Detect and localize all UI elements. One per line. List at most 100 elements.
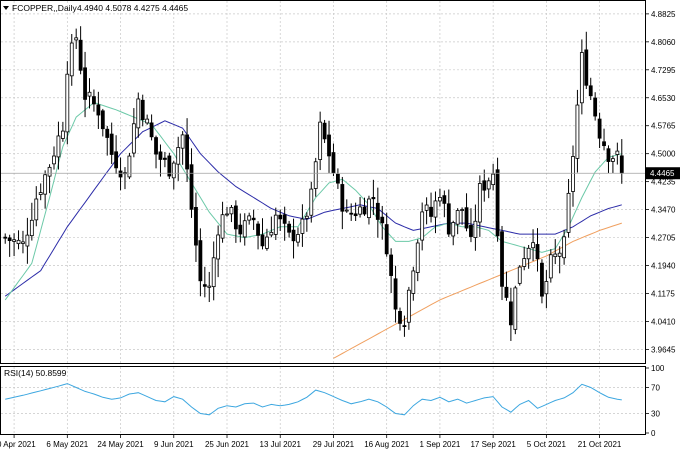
candle-down bbox=[335, 173, 340, 184]
candle-up bbox=[477, 183, 482, 223]
moving-averages bbox=[4, 101, 622, 359]
rsi-label: RSI(14) 50.8599 bbox=[4, 368, 67, 378]
time-tick-label: 21 Oct 2021 bbox=[578, 440, 622, 449]
candle-up bbox=[486, 180, 491, 190]
price-tick-label: 3.9645 bbox=[651, 345, 676, 354]
candle-up bbox=[87, 91, 92, 97]
candle-up bbox=[309, 188, 314, 216]
time-tick-label: 5 Oct 2021 bbox=[527, 440, 567, 449]
candle-up bbox=[12, 239, 16, 242]
candle-up bbox=[21, 241, 25, 244]
time-tick-label: 25 Jun 2021 bbox=[205, 440, 250, 449]
candle-up bbox=[406, 289, 411, 323]
candle-up bbox=[531, 242, 535, 249]
time-tick-label: 24 May 2021 bbox=[97, 440, 144, 449]
candle-down bbox=[602, 141, 606, 147]
candle-up bbox=[344, 209, 349, 212]
candle-down bbox=[593, 97, 598, 117]
candle-up bbox=[571, 156, 575, 192]
candle-down bbox=[500, 231, 504, 287]
price-tick-label: 4.5000 bbox=[651, 150, 676, 159]
candle-up bbox=[433, 200, 438, 218]
time-tick-label: 13 Jul 2021 bbox=[260, 440, 302, 449]
candle-up bbox=[242, 220, 247, 238]
candle-down bbox=[202, 284, 207, 287]
candle-down bbox=[349, 212, 354, 215]
candle-up bbox=[171, 162, 176, 179]
main-pane-frame bbox=[0, 0, 646, 364]
rsi-line bbox=[5, 383, 622, 416]
candle-down bbox=[158, 151, 163, 160]
candle-down bbox=[384, 224, 389, 255]
candle-down bbox=[189, 164, 194, 210]
candle-up bbox=[473, 220, 478, 238]
candle-down bbox=[331, 152, 336, 174]
candle-up bbox=[247, 215, 252, 221]
candle-down bbox=[100, 110, 105, 130]
candle-down bbox=[233, 205, 238, 230]
candle-down bbox=[504, 286, 509, 298]
candle-up bbox=[566, 192, 571, 233]
candle-up bbox=[451, 222, 456, 237]
current-price-label: 4.4465 bbox=[650, 169, 675, 178]
candle-up bbox=[318, 121, 323, 160]
candle-down bbox=[185, 134, 189, 170]
candle-down bbox=[154, 137, 158, 155]
candle-down bbox=[118, 170, 123, 178]
candle-up bbox=[544, 281, 549, 295]
candle-up bbox=[491, 173, 496, 186]
dropdown-arrow-icon[interactable] bbox=[3, 6, 9, 10]
candle-down bbox=[96, 104, 101, 116]
time-tick-label: 29 Jul 2021 bbox=[313, 440, 355, 449]
candle-down bbox=[380, 216, 385, 224]
candle-up bbox=[358, 206, 362, 215]
candle-down bbox=[3, 236, 8, 239]
candle-up bbox=[269, 231, 274, 236]
ohlc-readout: 4.4940 4.5078 4.4275 4.4465 bbox=[77, 3, 188, 13]
candle-up bbox=[296, 234, 300, 243]
candle-down bbox=[163, 157, 167, 160]
candle-down bbox=[402, 325, 407, 328]
price-tick-label: 4.8060 bbox=[651, 38, 676, 47]
time-tick-label: 16 Aug 2021 bbox=[364, 440, 409, 449]
candle-up bbox=[415, 242, 420, 273]
candle-down bbox=[619, 155, 624, 174]
candle-up bbox=[304, 215, 309, 219]
candle-down bbox=[535, 244, 540, 260]
price-tick-label: 4.0410 bbox=[651, 317, 676, 326]
candle-up bbox=[562, 236, 567, 259]
candle-down bbox=[606, 148, 611, 162]
candle-up bbox=[145, 118, 150, 124]
candle-down bbox=[398, 311, 402, 324]
current-price-tag bbox=[646, 167, 680, 180]
candle-up bbox=[211, 257, 216, 288]
candle-up bbox=[438, 197, 442, 202]
candle-down bbox=[198, 240, 203, 282]
time-tick-label: 20 Apr 2021 bbox=[0, 440, 36, 449]
candle-down bbox=[495, 169, 500, 237]
candle-up bbox=[553, 253, 558, 258]
time-tick-label: 17 Sep 2021 bbox=[470, 440, 516, 449]
candle-up bbox=[43, 174, 48, 195]
candle-up bbox=[176, 147, 181, 165]
candle-up bbox=[548, 254, 553, 279]
rsi-tick-label: 0 bbox=[651, 429, 656, 438]
candle-down bbox=[353, 213, 358, 217]
candle-down bbox=[584, 49, 589, 86]
candle-up bbox=[180, 134, 185, 149]
candle-down bbox=[375, 202, 380, 220]
candle-up bbox=[455, 210, 460, 225]
candle-up bbox=[265, 236, 269, 249]
rsi-tick-label: 70 bbox=[651, 384, 660, 393]
rsi-tick-label: 100 bbox=[651, 364, 665, 373]
ma-slow-line bbox=[333, 222, 622, 359]
candle-down bbox=[238, 224, 243, 235]
candle-up bbox=[136, 98, 141, 129]
candle-up bbox=[16, 239, 21, 245]
candle-down bbox=[194, 207, 198, 246]
candle-up bbox=[513, 287, 518, 330]
candle-up bbox=[69, 42, 74, 77]
price-tick-label: 4.1175 bbox=[651, 289, 675, 298]
candle-up bbox=[611, 158, 615, 162]
